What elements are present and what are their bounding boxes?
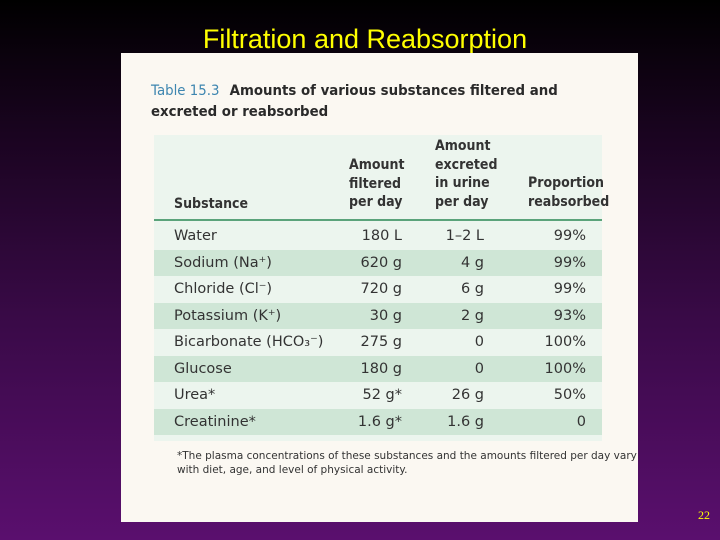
cell-filtered: 180 L [361,228,402,244]
cell-excreted: 4 g [460,254,484,271]
cell-proportion: 99% [553,228,586,244]
table-scan: Table 15.3 Amounts of various substances… [121,53,638,522]
table-row: Glucose 180 g 0 100% [154,355,602,382]
cell-filtered: 720 g [360,281,403,297]
cell-filtered: 1.6 g* [357,413,402,430]
cell-substance: Bicarbonate (HCO₃⁻) [174,334,324,350]
table-row: Chloride (Cl⁻) 720 g 6 g 99% [154,276,602,303]
table-row: Sodium (Na⁺) 620 g 4 g 99% [154,249,602,276]
cell-excreted: 1.6 g [447,413,484,430]
data-table: Substance Amount filtered per day Amount… [154,135,610,441]
table-row: Potassium (K⁺) 30 g 2 g 93% [154,302,602,329]
table-row: Urea* 52 g* 26 g 50% [154,382,602,409]
table-footnote: *The plasma concentrations of these subs… [177,450,637,476]
cell-excreted: 0 [474,334,484,350]
slide-title: Filtration and Reabsorption [202,24,528,54]
cell-proportion: 100% [544,334,586,350]
cell-excreted: 6 g [460,281,484,297]
table-body: Water 180 L 1–2 L 99% Sodium (Na⁺) 620 g… [154,223,602,435]
table-row: Bicarbonate (HCO₃⁻) 275 g 0 100% [154,329,602,356]
table-number: Table 15.3 [151,83,220,99]
cell-excreted: 0 [474,360,484,377]
cell-filtered: 52 g* [362,387,402,403]
cell-filtered: 620 g [360,254,403,271]
cell-filtered: 275 g [360,334,403,350]
page-number: 22 [698,508,710,522]
cell-substance: Water [174,228,217,244]
cell-excreted: 26 g [451,387,484,403]
cell-excreted: 2 g [460,307,484,324]
header-rule [154,219,602,221]
cell-substance: Chloride (Cl⁻) [174,281,273,297]
cell-proportion: 100% [544,360,586,377]
table-row: Water 180 L 1–2 L 99% [154,223,602,250]
cell-excreted: 1–2 L [445,228,484,244]
table-caption-text: Amounts of various substances filtered a… [151,83,558,120]
cell-substance: Sodium (Na⁺) [174,254,272,271]
header-proportion: Proportion reabsorbed [528,175,610,210]
cell-substance: Urea* [174,387,216,403]
cell-substance: Glucose [174,360,232,377]
table-caption: Table 15.3 Amounts of various substances… [151,81,574,123]
cell-filtered: 180 g [360,360,403,377]
cell-proportion: 93% [553,307,586,324]
cell-substance: Creatinine* [174,413,256,430]
cell-proportion: 0 [576,413,586,430]
cell-proportion: 99% [553,254,586,271]
cell-filtered: 30 g [369,307,402,324]
table-row: Creatinine* 1.6 g* 1.6 g 0 [154,408,602,435]
cell-proportion: 99% [553,281,586,297]
header-substance: Substance [174,196,249,212]
header-filtered: Amount filtered per day [349,157,405,210]
cell-proportion: 50% [553,387,586,403]
cell-substance: Potassium (K⁺) [174,307,282,324]
header-excreted: Amount excreted in urine per day [435,138,498,210]
